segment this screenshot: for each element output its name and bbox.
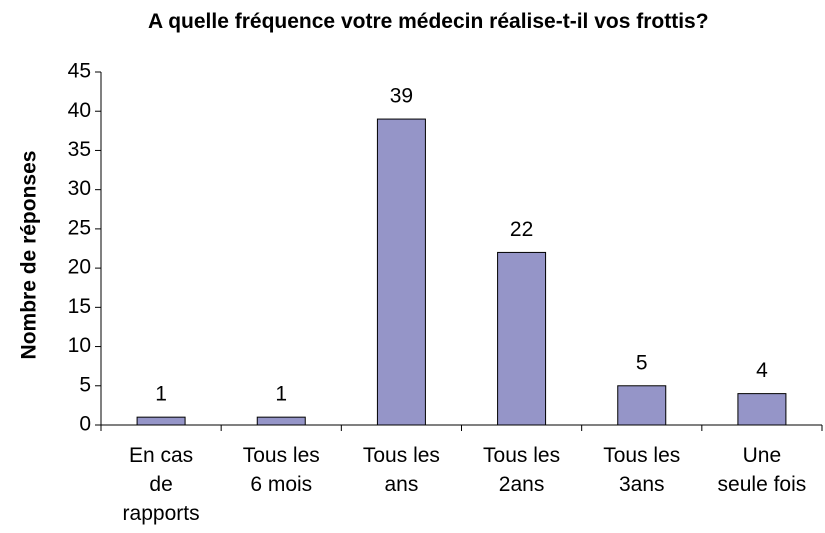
x-tick-label: Tous les ans: [362, 444, 440, 496]
x-tick-label: Tous les 3ans: [603, 444, 681, 496]
y-tick-label: 20: [68, 256, 91, 279]
bar: [617, 385, 667, 426]
chart-title: A quelle fréquence votre médecin réalise…: [148, 10, 709, 33]
y-tick-label: 40: [68, 99, 91, 122]
x-tick-label: En cas de rapports: [122, 444, 200, 525]
data-label: 4: [756, 359, 768, 382]
y-tick-label: 15: [68, 295, 91, 318]
bar: [497, 251, 547, 426]
data-label: 5: [636, 351, 648, 374]
bar: [376, 118, 426, 426]
y-tick-label: 25: [68, 216, 91, 239]
y-tick-label: 5: [79, 373, 91, 396]
bar: [256, 416, 306, 426]
data-label: 22: [510, 218, 533, 241]
y-axis-label: Nombre de réponses: [18, 151, 41, 360]
x-tick-label: Tous les 6 mois: [242, 444, 320, 496]
bar: [737, 393, 787, 426]
data-label: 1: [155, 383, 167, 406]
x-tick-label: Une seule fois: [717, 444, 807, 496]
y-tick-label: 30: [68, 177, 91, 200]
y-tick-label: 35: [68, 138, 91, 161]
bar: [136, 416, 186, 426]
data-label: 39: [390, 85, 413, 108]
y-tick-label: 0: [79, 413, 91, 436]
x-tick-label: Tous les 2ans: [483, 444, 561, 496]
y-tick-label: 10: [68, 334, 91, 357]
y-tick-label: 45: [68, 60, 91, 83]
data-label: 1: [275, 383, 287, 406]
